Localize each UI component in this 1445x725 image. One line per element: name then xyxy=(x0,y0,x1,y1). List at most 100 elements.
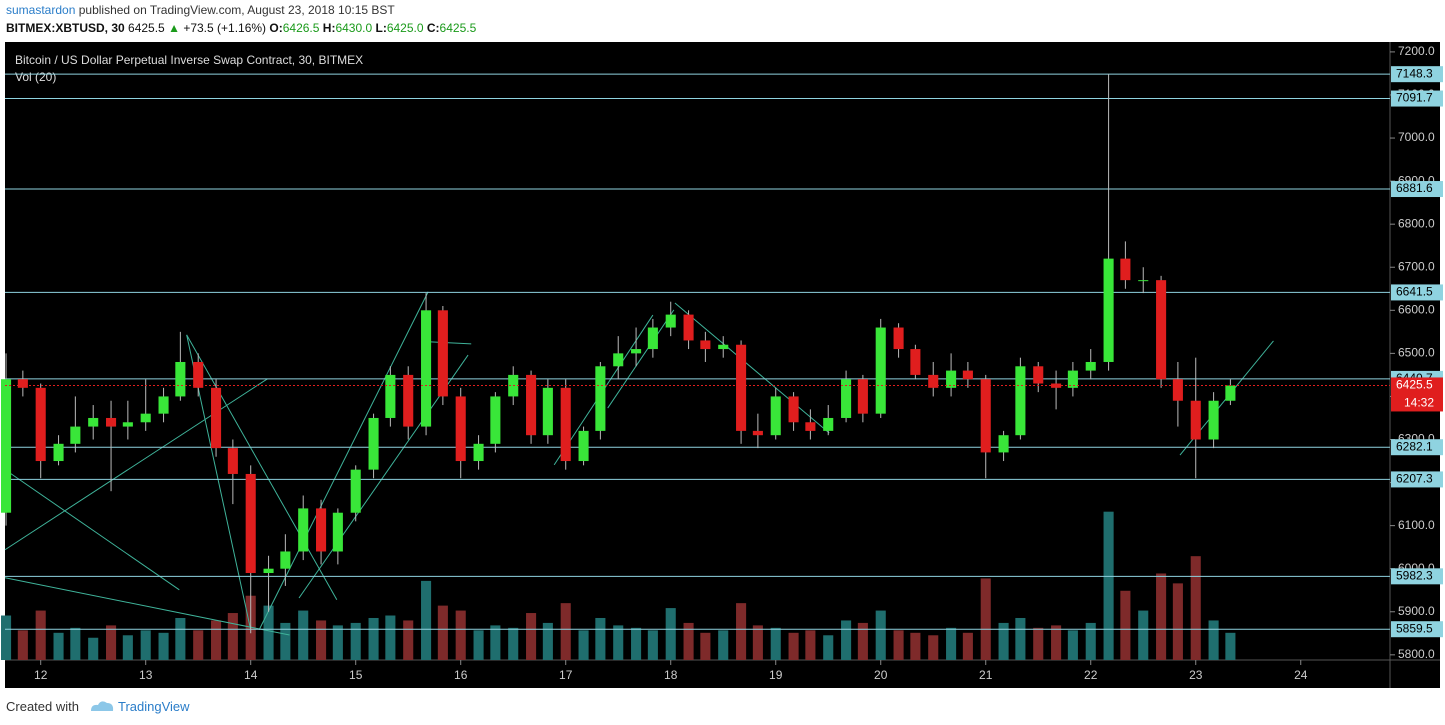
x-tick-label: 22 xyxy=(1084,668,1098,682)
candle-body xyxy=(193,361,204,388)
x-tick-label: 24 xyxy=(1294,668,1308,682)
volume-bar xyxy=(280,622,291,660)
volume-bar xyxy=(473,630,484,660)
x-tick-label: 14 xyxy=(244,668,258,682)
volume-bar xyxy=(1172,583,1183,660)
candle-body xyxy=(1051,383,1062,388)
candle-body xyxy=(613,353,624,367)
o: 6426.5 xyxy=(282,21,320,35)
volume-bar xyxy=(403,620,414,660)
trend-line xyxy=(607,309,675,409)
candle-body xyxy=(893,327,904,350)
volume-bar xyxy=(631,627,642,660)
candle-body xyxy=(1085,361,1096,371)
y-tick-label: 5900.0 xyxy=(1398,604,1435,618)
x-tick-label: 12 xyxy=(34,668,48,682)
volume-bar xyxy=(560,603,571,660)
candle-body xyxy=(823,417,834,431)
candle-body xyxy=(368,417,379,470)
brand[interactable]: TradingView xyxy=(118,699,190,714)
volume-bar xyxy=(700,632,711,660)
volume-bar xyxy=(595,617,606,660)
volume-bar xyxy=(298,610,309,660)
volume-bar xyxy=(1085,622,1096,660)
x-tick-label: 17 xyxy=(559,668,573,682)
volume-bar xyxy=(1015,617,1026,660)
candle-body xyxy=(788,396,799,423)
logo xyxy=(90,701,113,711)
created-with: Created with xyxy=(6,699,79,714)
level-label: 7091.7 xyxy=(1396,91,1433,105)
chart-title: Bitcoin / US Dollar Perpetual Inverse Sw… xyxy=(15,53,363,67)
volume-bar xyxy=(437,605,448,660)
candle-body xyxy=(245,473,256,574)
h-label: H: xyxy=(322,21,336,35)
candle-body xyxy=(1120,258,1131,281)
level-tag xyxy=(1391,568,1443,585)
volume-bar xyxy=(928,635,939,660)
candle-body xyxy=(736,344,747,431)
volume-bar xyxy=(1051,625,1062,660)
candle-body xyxy=(683,314,694,341)
candle-body xyxy=(1156,280,1167,380)
candle-body xyxy=(88,417,99,427)
volume-bar xyxy=(70,627,81,660)
x-tick-label: 23 xyxy=(1189,668,1203,682)
candle-body xyxy=(35,387,46,462)
candle-body xyxy=(857,379,868,414)
volume-bar xyxy=(805,630,816,660)
volume-bar xyxy=(718,630,729,660)
candle-body xyxy=(332,512,343,552)
y-tick-label: 6600.0 xyxy=(1398,302,1435,316)
volume-bar xyxy=(841,620,852,660)
y-tick-label: 7000.0 xyxy=(1398,130,1435,144)
volume-bar xyxy=(998,622,1009,660)
level-tag xyxy=(1391,66,1443,83)
volume-bar xyxy=(350,622,361,660)
volume-bar xyxy=(227,613,238,660)
candle-body xyxy=(542,387,553,436)
c-label: C: xyxy=(426,21,440,35)
candle-body xyxy=(980,379,991,453)
volume-bar xyxy=(613,625,624,660)
volume-bar xyxy=(490,625,501,660)
last: 6425.5 xyxy=(128,21,165,35)
candle-body xyxy=(53,443,64,462)
volume-bar xyxy=(263,605,274,660)
footer: Created with TradingView xyxy=(6,699,190,714)
countdown: 14:32 xyxy=(1404,396,1434,410)
volume-bar xyxy=(211,620,222,660)
volume-bar xyxy=(385,615,396,660)
y-tick-label: 5800.0 xyxy=(1398,647,1435,661)
volume-bar xyxy=(1225,632,1236,660)
volume-bar xyxy=(368,617,379,660)
level-label: 6282.1 xyxy=(1396,439,1433,453)
level-label: 5859.5 xyxy=(1396,621,1433,635)
candle-body xyxy=(998,435,1009,453)
candle-body xyxy=(910,349,921,375)
candle-body xyxy=(490,396,501,444)
x-tick-label: 15 xyxy=(349,668,363,682)
volume-bar xyxy=(647,630,658,660)
author[interactable]: sumastardon xyxy=(6,3,76,17)
candle-body xyxy=(1208,400,1219,440)
volume-bar xyxy=(962,632,973,660)
volume-bar xyxy=(332,625,343,660)
volume-bar xyxy=(1138,610,1149,660)
candle-body xyxy=(560,387,571,462)
candle-body xyxy=(578,430,589,462)
volume-bar xyxy=(665,608,676,660)
volume-bar xyxy=(1190,556,1201,660)
volume-bar xyxy=(857,622,868,660)
volume-bar xyxy=(980,578,991,660)
candle-body xyxy=(875,327,886,414)
volume-bar xyxy=(106,625,117,660)
symbol-line: BITMEX:XBTUSD, 30 6425.5 ▲ +73.5 (+1.16%… xyxy=(6,21,476,35)
volume-bar xyxy=(455,610,466,660)
candle-body xyxy=(17,379,28,388)
volume-bar xyxy=(578,630,589,660)
candle-body xyxy=(316,508,327,552)
level-tag xyxy=(1391,90,1443,107)
candle-body xyxy=(665,314,676,328)
candle-body xyxy=(1172,379,1183,401)
